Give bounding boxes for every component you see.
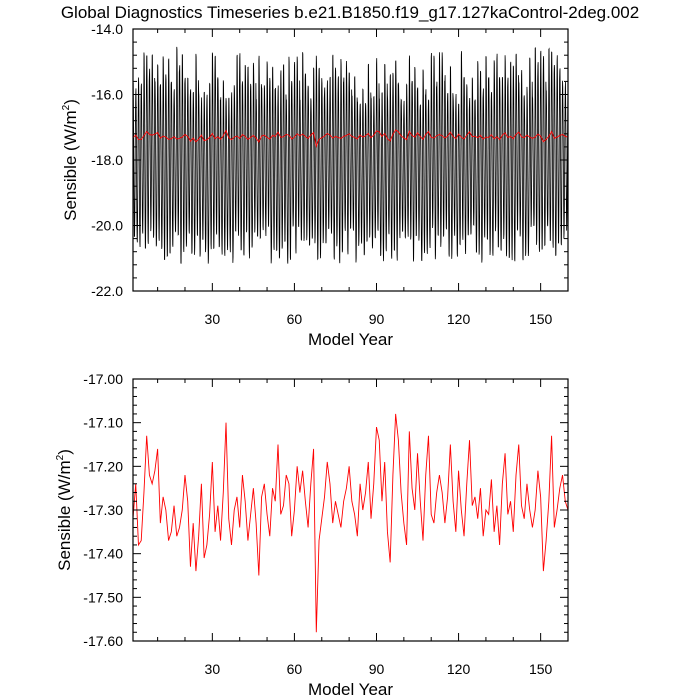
- y-tick-label: -18.0: [91, 152, 123, 168]
- x-tick-label: 120: [447, 311, 471, 327]
- x-tick-label: 90: [369, 311, 385, 327]
- x-axis-label: Model Year: [308, 330, 393, 349]
- x-tick-label: 30: [205, 311, 221, 327]
- top-panel: 30 60 90 120 150 -22.0 -20.0 -18.0 -16.0 -14.0 Mod…: [61, 21, 569, 349]
- y-axis-label: Sensible (W/m2): [55, 449, 74, 571]
- y-tick-label: -17.50: [83, 589, 123, 605]
- x-tick-label: 30: [205, 661, 221, 677]
- chart-title: Global Diagnostics Timeseries b.e21.B185…: [61, 3, 639, 22]
- y-tick-label: -14.0: [91, 21, 123, 37]
- plot-area: [133, 46, 568, 264]
- series-line-monthly: [133, 46, 568, 264]
- x-tick-label: 120: [447, 661, 471, 677]
- y-tick-label: -22.0: [91, 283, 123, 299]
- x-tick-label: 90: [369, 661, 385, 677]
- y-tick-label: -17.40: [83, 546, 123, 562]
- y-tick-label: -17.10: [83, 415, 123, 431]
- y-tick-label: -17.30: [83, 502, 123, 518]
- x-tick-label: 60: [287, 661, 303, 677]
- bottom-panel: 30 60 90 120 150 -17.60 -17.50 -17.40 -17.30 -17.…: [55, 371, 569, 699]
- x-tick-label: 60: [287, 311, 303, 327]
- y-tick-label: -17.20: [83, 458, 123, 474]
- plot-area: [133, 413, 568, 633]
- x-tick-label: 150: [529, 311, 553, 327]
- y-tick-label: -17.60: [83, 633, 123, 649]
- y-tick-label: -20.0: [91, 218, 123, 234]
- x-axis-label: Model Year: [308, 680, 393, 699]
- x-tick-label: 150: [529, 661, 553, 677]
- series-line-annual: [133, 129, 568, 148]
- y-tick-label: -17.00: [83, 371, 123, 387]
- series-line-annual: [133, 413, 568, 633]
- y-axis-label: Sensible (W/m2): [61, 99, 80, 221]
- plot-frame: [132, 378, 569, 642]
- y-tick-label: -16.0: [91, 87, 123, 103]
